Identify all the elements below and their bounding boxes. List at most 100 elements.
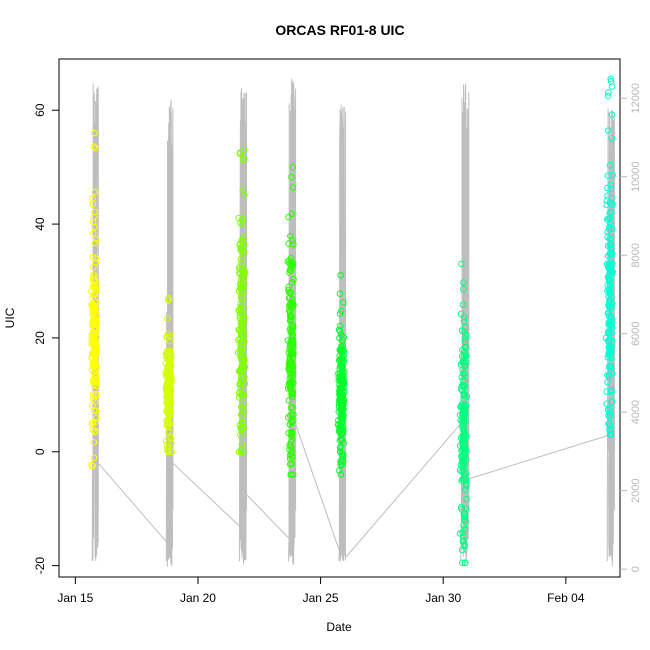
uic-point <box>606 362 614 369</box>
uic-point <box>337 322 344 330</box>
uic-point <box>338 354 346 362</box>
uic-point <box>164 315 171 323</box>
uic-point <box>166 373 174 380</box>
uic-point <box>285 307 293 315</box>
uic-point <box>163 406 171 413</box>
uic-point <box>290 301 297 309</box>
altitude-flight-trace <box>338 104 347 562</box>
altitude-transit-line <box>295 423 340 550</box>
uic-point <box>461 328 468 336</box>
uic-point <box>237 339 245 346</box>
uic-point <box>336 437 344 444</box>
uic-point <box>288 258 295 266</box>
uic-point <box>608 251 616 258</box>
uic-point <box>236 149 244 156</box>
altitude-transit-line <box>468 435 608 480</box>
uic-point <box>605 89 612 96</box>
uic-point <box>287 328 295 336</box>
y-tick-label: 20 <box>33 331 47 345</box>
uic-point <box>287 254 295 262</box>
uic-point <box>284 384 292 392</box>
uic-point <box>289 362 296 370</box>
uic-point <box>606 336 614 343</box>
uic-point <box>91 338 99 345</box>
uic-point <box>289 404 296 411</box>
uic-point <box>286 383 293 391</box>
uic-point <box>460 314 468 321</box>
x-axis: Jan 15 Jan 20 Jan 25 Jan 30 Feb 04 <box>57 577 585 605</box>
uic-point <box>603 201 610 209</box>
uic-point <box>606 422 614 430</box>
uic-point <box>89 402 96 410</box>
uic-point <box>607 234 615 242</box>
uic-point <box>288 324 296 332</box>
uic-point <box>238 259 245 267</box>
uic-point <box>461 559 469 567</box>
uic-point <box>287 443 295 451</box>
uic-point <box>290 276 297 283</box>
uic-point <box>89 390 97 398</box>
uic-point <box>290 417 297 425</box>
uic-point <box>237 244 245 251</box>
uic-point <box>604 372 611 379</box>
uic-point <box>91 276 99 284</box>
uic-point <box>285 397 293 404</box>
y2-tick-label: 10000 <box>630 161 642 192</box>
x-axis-label: Date <box>326 620 352 634</box>
uic-point <box>91 239 99 247</box>
uic-point <box>239 405 246 413</box>
uic-point <box>340 380 348 387</box>
uic-point <box>289 184 297 191</box>
y-axis-right: 0 2000 4000 6000 8000 10000 12000 <box>620 83 642 572</box>
uic-point <box>165 428 172 436</box>
y2-tick-label: 0 <box>630 566 642 572</box>
uic-point <box>607 362 615 370</box>
uic-point <box>603 400 610 408</box>
uic-point <box>240 318 247 326</box>
uic-point <box>337 272 344 279</box>
uic-point <box>167 377 175 385</box>
uic-point <box>606 235 613 243</box>
uic-point <box>90 439 98 446</box>
uic-point <box>239 216 247 223</box>
uic-point <box>286 461 294 468</box>
uic-point <box>460 429 468 437</box>
uic-point <box>240 423 247 431</box>
uic-point <box>606 162 614 169</box>
uic-point <box>338 418 346 425</box>
uic-point <box>237 319 245 326</box>
uic-point <box>289 262 296 269</box>
uic-point <box>340 299 347 306</box>
uic-point <box>92 414 100 422</box>
uic-point <box>288 299 296 307</box>
uic-point <box>289 341 297 348</box>
uic-point <box>91 392 99 400</box>
uic-point <box>288 347 296 354</box>
uic-point <box>604 172 612 179</box>
uic-point <box>604 406 612 413</box>
uic-point <box>91 188 99 196</box>
uic-point <box>90 263 97 271</box>
uic-point <box>164 330 172 338</box>
uic-point <box>606 250 614 258</box>
uic-point <box>607 77 615 85</box>
uic-point <box>337 405 345 413</box>
uic-point <box>339 336 346 344</box>
uic-point <box>607 426 615 434</box>
uic-point <box>290 339 297 346</box>
uic-point <box>288 431 296 439</box>
uic-point <box>284 337 292 344</box>
uic-point <box>288 327 295 335</box>
uic-scatter-series <box>88 75 617 567</box>
uic-point <box>241 373 248 381</box>
uic-point <box>237 431 244 439</box>
uic-point <box>164 354 172 362</box>
uic-point <box>460 522 468 529</box>
y-tick-label: 60 <box>33 103 47 117</box>
uic-point <box>340 412 347 419</box>
uic-point <box>288 391 295 399</box>
y-axis-label: UIC <box>3 307 17 328</box>
uic-point <box>290 344 297 351</box>
